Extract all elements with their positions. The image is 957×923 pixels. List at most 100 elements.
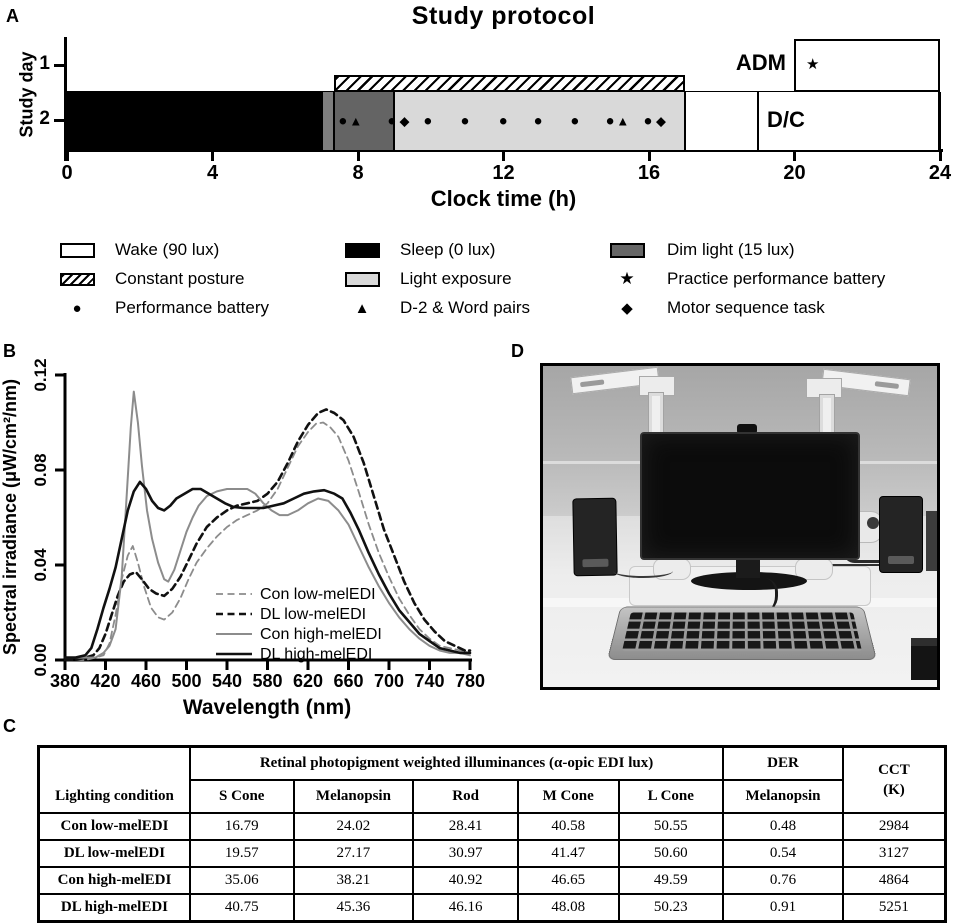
b-x-tick-label: 660 [333, 671, 363, 691]
triangle-glyph: ▲ [354, 299, 370, 317]
dim-swatch [609, 242, 645, 258]
value-cell: 46.65 [516, 866, 620, 895]
right-edge-equipment [926, 511, 937, 571]
right-lamp-logo [874, 381, 900, 390]
speaker-right [879, 496, 923, 573]
keyboard-keys [622, 612, 862, 652]
value-cell: 46.16 [412, 893, 519, 923]
value-cell: 5251 [841, 893, 947, 923]
x-tick [211, 150, 214, 161]
triangle-marker: ▲ [616, 113, 630, 129]
table-subheader: Melanopsin [292, 779, 415, 814]
webcam [737, 424, 757, 434]
value-cell: 0.48 [722, 812, 844, 841]
power-plug [867, 517, 879, 529]
legend-label: D-2 & Word pairs [400, 298, 531, 317]
value-cell: 2984 [841, 812, 947, 841]
monitor [640, 432, 860, 560]
value-cell: 40.58 [516, 812, 620, 841]
b-x-tick-label: 420 [90, 671, 120, 691]
b-x-tick-label: 780 [455, 671, 485, 691]
segment-boundary [333, 92, 336, 150]
table-subheader: S Cone [188, 779, 295, 814]
circle-marker: ● [423, 112, 433, 130]
monitor-cable [749, 578, 778, 614]
b-y-tick-label: 0.08 [31, 453, 50, 486]
legend-label: Dim light (15 lux) [667, 240, 795, 259]
x-tick [793, 150, 796, 161]
workstation-photo [540, 363, 940, 690]
x-tick-label: 12 [492, 162, 515, 184]
value-cell: 45.36 [292, 893, 415, 923]
row-right-edge [938, 92, 941, 150]
diamond-marker: ◆ [399, 113, 410, 129]
b-y-tick-label: 0.12 [31, 358, 50, 391]
segment-boundary [684, 92, 687, 150]
panel-c-label: C [3, 716, 16, 736]
table-subheader: M Cone [516, 779, 620, 814]
legend-label: Sleep (0 lux) [400, 240, 496, 259]
table-header-der: DER [722, 745, 844, 781]
dc-label: D/C [767, 107, 805, 132]
clock-time-axis-label: Clock time (h) [430, 186, 577, 211]
triangle-icon: ▲ [340, 297, 384, 319]
panel-a-label: A [6, 6, 19, 26]
segment-boundary [320, 92, 323, 150]
b-x-tick-label: 500 [171, 671, 201, 691]
panel-b-spectra: B 380 420 460 500 540 580 620 660 700 740 780 0.00 0… [0, 340, 500, 730]
speaker-grille [888, 556, 914, 564]
day1-label: 1 [39, 53, 50, 74]
condition-cell: Con low-melEDI [37, 812, 191, 841]
diamond-marker: ◆ [656, 113, 666, 129]
table-row: Con low-melEDI 16.79 24.02 28.41 40.58 50.55 0… [37, 812, 947, 841]
speaker-left [572, 497, 618, 577]
b-x-tick-label: 740 [414, 671, 444, 691]
x-tick-label: 8 [352, 162, 364, 184]
device-box [911, 638, 937, 680]
value-cell: 0.76 [722, 866, 844, 895]
table-row: Con high-melEDI 35.06 38.21 40.92 46.65 49.59… [37, 866, 947, 895]
b-x-tick-label: 540 [212, 671, 242, 691]
x-tick-label: 16 [637, 162, 661, 184]
x-tick [356, 150, 360, 161]
light-swatch-icon [340, 268, 384, 290]
circle-marker: ● [605, 112, 615, 130]
y-tick-day2 [54, 119, 65, 122]
legend-label: Constant posture [115, 269, 245, 288]
series-dl-low-meledi [63, 408, 472, 662]
segment-boundary [757, 92, 760, 150]
light-swatch [344, 271, 380, 287]
keyboard [607, 606, 877, 660]
value-cell: 0.91 [722, 893, 844, 923]
legend-label: Light exposure [400, 269, 512, 288]
triangle-marker: ▲ [349, 113, 363, 129]
panel-b-label: B [3, 341, 16, 361]
segment-wake [685, 92, 940, 150]
value-cell: 48.08 [516, 893, 620, 923]
circle-marker: ● [338, 112, 348, 130]
value-cell: 3127 [841, 839, 947, 868]
x-tick [65, 150, 69, 161]
value-cell: 40.92 [412, 866, 519, 895]
posture-swatch [59, 272, 95, 286]
illuminance-table: Lighting condition Retinal photopigment … [37, 745, 947, 923]
b-x-axis-title: Wavelength (nm) [183, 696, 351, 719]
protocol-title: Study protocol [411, 2, 596, 30]
segment-sleep [67, 92, 322, 150]
b-legend-label: Con high-melEDI [260, 626, 382, 643]
speaker-cable [613, 564, 673, 578]
adm-label: ADM [735, 50, 786, 75]
segment-dim-light [334, 92, 395, 150]
series-con-low-meledi [64, 421, 471, 661]
dim-swatch-icon [605, 239, 649, 261]
table-group-header: Retinal photopigment weighted illuminanc… [188, 745, 725, 781]
adm-box: ★ [794, 39, 940, 92]
left-lamp-logo [579, 379, 605, 388]
table-subheader: L Cone [617, 779, 725, 814]
circle-glyph: ● [72, 299, 82, 317]
segment-light-exposure [394, 92, 686, 150]
constant-posture-bar [334, 75, 686, 92]
circle-marker: ● [387, 112, 397, 130]
b-y-axis-title: Spectral irradiance (μW/cm²/nm) [0, 379, 20, 655]
sleep-swatch-icon [340, 239, 384, 261]
